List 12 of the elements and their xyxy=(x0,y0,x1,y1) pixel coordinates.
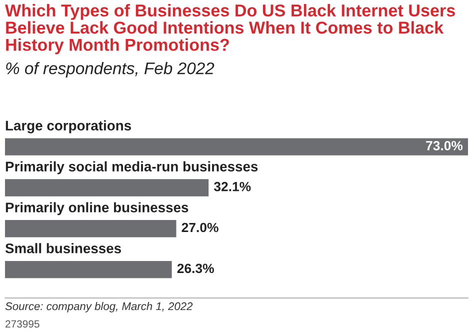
data-label: 27.0% xyxy=(182,222,218,232)
source-note: Source: company blog, March 1, 2022 xyxy=(5,302,193,312)
text: 273995 xyxy=(6,320,40,328)
data-label: 73.0% xyxy=(426,141,463,150)
y-tick-label: Large corporations xyxy=(6,120,131,134)
y-tick-label: Small businesses xyxy=(5,243,121,254)
chart-title: Which Types of Businesses Do US Black Internet Users Believe Lack Good Intentions When It Comes to Black History Month Promotions? xyxy=(5,4,455,54)
data-label: 32.1% xyxy=(214,182,251,192)
data-label: 26.3% xyxy=(177,264,214,274)
y-tick-label: Primarily social media-run businesses xyxy=(6,161,258,174)
y-tick-label: Primarily online businesses xyxy=(6,202,188,216)
chart-subtitle: % of respondents, Feb 2022 xyxy=(6,62,214,78)
